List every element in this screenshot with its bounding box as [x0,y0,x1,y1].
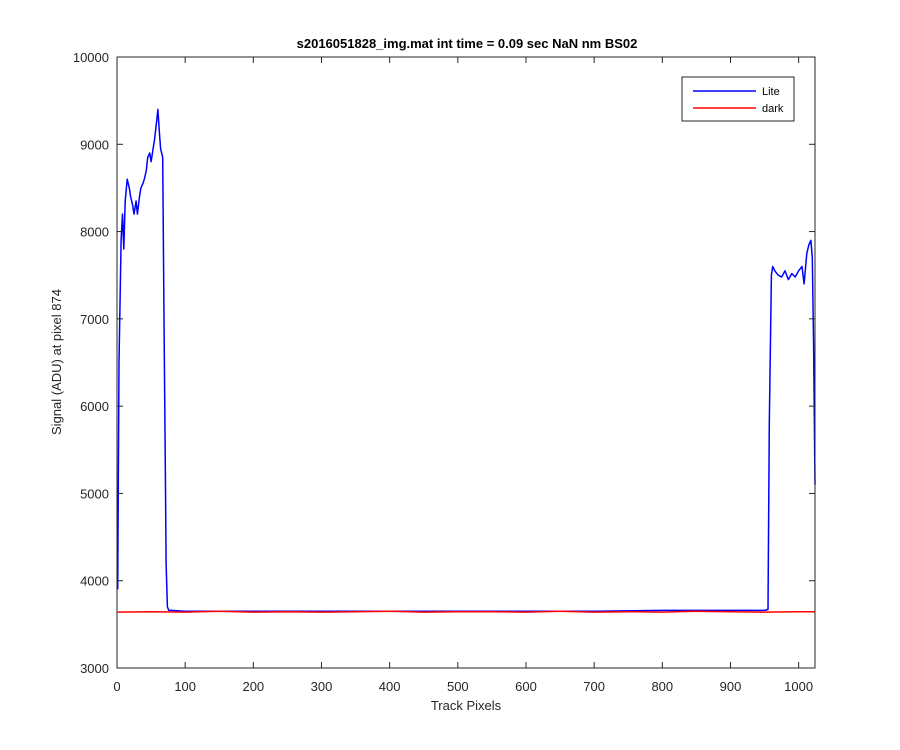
x-tick-label: 200 [242,679,264,694]
x-tick-label: 100 [174,679,196,694]
x-tick-label: 400 [379,679,401,694]
legend-box [681,76,795,122]
plot-frame [116,56,816,669]
y-tick-label: 8000 [80,225,109,240]
y-tick-labels: 3000 4000 5000 6000 7000 8000 9000 10000 [73,50,109,676]
y-tick-label: 7000 [80,312,109,327]
x-tick-label: 1000 [784,679,813,694]
y-tick-label: 6000 [80,399,109,414]
y-axis-label: Signal (ADU) at pixel 874 [49,289,64,435]
y-tick-label: 4000 [80,574,109,589]
y-tick-label: 3000 [80,661,109,676]
x-tick-label: 900 [720,679,742,694]
x-tick-label: 300 [311,679,333,694]
y-tick-label: 9000 [80,137,109,152]
x-tick-labels: 0 100 200 300 400 500 600 700 800 900 1000 [113,679,813,694]
legend-label-dark: dark [762,103,784,115]
tick-marks [116,56,815,669]
chart-title: s2016051828_img.mat int time = 0.09 sec … [297,36,638,51]
legend-label-lite: Lite [762,86,780,98]
y-tick-label: 10000 [73,50,109,65]
y-tick-label: 5000 [80,486,109,501]
x-axis-label: Track Pixels [431,698,502,713]
series-line-dark [117,610,815,613]
series-line-lite [116,108,816,613]
x-tick-label: 600 [515,679,537,694]
legend: Lite dark [681,76,795,122]
plot-area [116,56,816,669]
series-layer [116,108,816,613]
x-tick-label: 800 [651,679,673,694]
x-tick-label: 0 [113,679,120,694]
plot-background [117,57,815,668]
x-tick-label: 500 [447,679,469,694]
x-tick-label: 700 [583,679,605,694]
